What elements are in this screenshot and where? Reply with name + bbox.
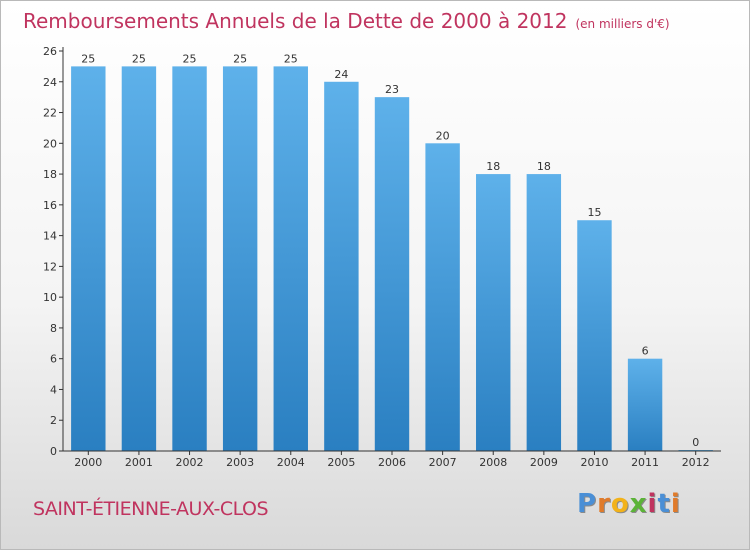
bars-group: 25 25 25 25 25 24 23 20 18 18 15 6 0	[71, 52, 713, 452]
x-tick-label: 2011	[631, 456, 659, 469]
y-tick-label: 10	[43, 291, 57, 304]
bar-value-label: 18	[486, 160, 500, 173]
logo-letter: t	[657, 489, 671, 519]
bar-value-label: 25	[284, 52, 298, 65]
x-tick-label: 2004	[277, 456, 305, 469]
bar-value-label: 25	[132, 52, 146, 65]
bar-2010	[577, 220, 612, 451]
x-tick-label: 2008	[479, 456, 507, 469]
y-tick-label: 24	[43, 76, 57, 89]
y-tick-label: 8	[50, 322, 57, 335]
x-tick-label: 2001	[125, 456, 153, 469]
logo-letter: i	[647, 489, 658, 519]
y-tick-label: 26	[43, 45, 57, 58]
bar-value-label: 0	[692, 436, 699, 449]
bar-value-label: 25	[183, 52, 197, 65]
chart-title: Remboursements Annuels de la Dette de 20…	[23, 9, 670, 33]
bar-value-label: 23	[385, 83, 399, 96]
logo-letter: x	[629, 489, 648, 519]
x-tick-label: 2007	[429, 456, 457, 469]
x-tick-label: 2012	[682, 456, 710, 469]
chart-title-text: Remboursements Annuels de la Dette de 20…	[23, 9, 568, 33]
y-tick-label: 16	[43, 199, 57, 212]
y-tick-label: 14	[43, 230, 57, 243]
y-tick-label: 2	[50, 414, 57, 427]
y-tick-label: 6	[50, 353, 57, 366]
bar-value-label: 6	[642, 345, 649, 358]
logo-letter: r	[597, 489, 611, 519]
bar-2004	[273, 66, 308, 451]
logo-letter: P	[577, 489, 598, 519]
y-tick-label: 20	[43, 137, 57, 150]
bar-value-label: 15	[587, 206, 601, 219]
logo-letter: o	[610, 489, 630, 519]
bar-2001	[121, 66, 157, 451]
x-tick-label: 2000	[74, 456, 102, 469]
axes-group: 2000 2001 2002 2003 2004 2005 2006 2007 2008 2009…	[43, 45, 721, 469]
logo-letter: i	[670, 489, 681, 519]
bar-2005	[324, 81, 359, 452]
y-tick-label: 0	[50, 445, 57, 458]
bar-value-label: 20	[436, 129, 450, 142]
y-tick-label: 18	[43, 168, 57, 181]
bar-2009	[526, 174, 562, 452]
proxiti-logo: Proxiti	[577, 489, 681, 519]
bar-value-label: 24	[334, 68, 348, 81]
bar-2006	[374, 97, 410, 452]
bar-2011	[627, 358, 663, 451]
bar-value-label: 25	[233, 52, 247, 65]
x-tick-label: 2006	[378, 456, 406, 469]
bar-2003	[222, 66, 258, 451]
town-name: SAINT-ÉTIENNE-AUX-CLOS	[33, 498, 269, 520]
bar-value-label: 25	[81, 52, 95, 65]
x-tick-label: 2003	[226, 456, 254, 469]
bar-value-label: 18	[537, 160, 551, 173]
bar-2000	[71, 66, 106, 451]
y-tick-label: 12	[43, 260, 57, 273]
bar-2008	[476, 174, 511, 452]
x-tick-label: 2005	[327, 456, 355, 469]
bar-2007	[425, 143, 460, 452]
chart-subtitle: (en milliers d'€)	[575, 17, 670, 31]
x-tick-label: 2002	[176, 456, 204, 469]
y-tick-label: 22	[43, 107, 57, 120]
x-tick-label: 2010	[580, 456, 608, 469]
x-tick-label: 2009	[530, 456, 558, 469]
y-tick-label: 4	[50, 383, 57, 396]
bar-2002	[172, 66, 207, 451]
